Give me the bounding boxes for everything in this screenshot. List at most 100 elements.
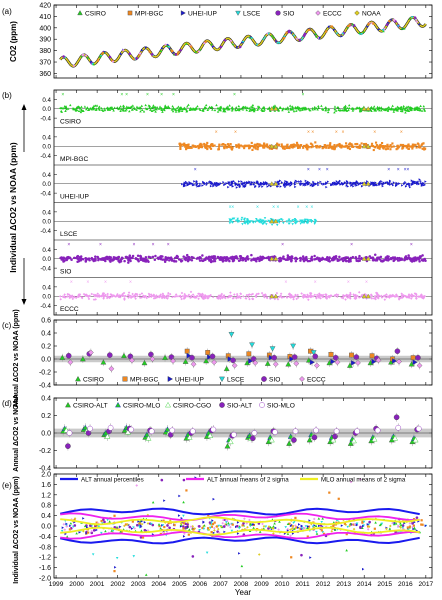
data-point [309,142,313,145]
data-point [242,181,245,185]
data-point [161,524,165,527]
legend-label: SIO-MLO [267,403,295,410]
data-point [373,253,377,256]
data-point [236,521,240,524]
data-point [185,144,188,147]
data-point [185,108,188,111]
data-point [423,294,426,298]
data-point [386,147,389,150]
outlier-marker: × [347,280,350,286]
data-point [72,295,76,299]
data-point [248,358,254,364]
data-point [134,257,138,261]
data-point [188,107,192,110]
data-point [382,147,385,150]
data-point [364,142,368,146]
data-point [72,108,75,111]
data-point [248,293,251,296]
data-point [210,255,213,259]
data-point [418,178,421,181]
data-point [351,144,354,147]
panel-label: (a) [2,7,12,16]
data-point [174,110,178,113]
data-point [333,107,337,110]
data-point [242,183,245,187]
data-point [224,107,228,110]
outlier-marker: × [297,205,300,211]
data-point [349,352,354,358]
data-point [163,260,167,263]
data-point [280,296,284,299]
data-point [289,524,293,528]
data-point [324,109,327,112]
outlier-point [91,553,95,556]
data-point [231,42,235,46]
data-point [289,184,292,187]
data-point [230,220,234,224]
data-point [123,259,126,263]
data-point [63,295,66,298]
data-point [246,255,249,258]
data-point [412,524,415,527]
data-point [252,523,255,526]
data-point [111,107,115,111]
data-point [314,221,317,224]
data-point [226,524,229,527]
subpanel-eccc: -0.40.00.4× × ×× ×× × ×ECCC [40,277,432,313]
data-point [264,360,271,366]
data-point [186,352,192,359]
data-point [323,146,326,149]
data-point [359,295,362,299]
data-point [351,23,354,26]
outlier-marker: × [99,242,102,248]
data-point [59,298,62,301]
data-point [334,109,338,112]
data-point [215,103,218,107]
data-point [294,106,297,109]
data-point [336,295,339,298]
data-point [209,182,213,185]
data-point [360,33,363,36]
data-point [217,145,221,148]
data-point [217,182,220,185]
data-point [211,259,215,263]
data-point [343,256,346,260]
data-point [181,143,184,146]
data-point [227,185,230,189]
data-point [359,525,362,529]
data-point [244,259,247,262]
data-point [285,183,288,187]
data-point [414,292,418,296]
data-point [262,109,266,112]
data-point [186,434,193,440]
data-point [186,181,189,185]
data-point [317,106,320,109]
data-point [219,182,222,185]
data-point [65,524,69,528]
data-point [308,28,311,31]
data-point [140,292,144,295]
data-point [327,259,330,262]
data-point [392,181,395,184]
data-point [213,181,217,185]
data-point [182,297,186,300]
data-point [100,359,107,365]
outlier-point [240,564,244,568]
data-point [95,107,98,110]
data-point [128,426,134,433]
outlier-marker: × [284,280,287,286]
data-point [294,181,297,184]
data-point [385,23,389,26]
data-point [298,109,302,112]
data-point [196,145,199,148]
data-point [84,293,87,297]
data-point [250,37,254,40]
data-point [251,292,255,296]
data-point [237,104,241,108]
data-point [173,107,177,111]
data-point [285,146,288,150]
data-point [350,143,353,146]
data-point [127,291,131,294]
data-point [99,257,103,261]
outlier-point [115,556,119,560]
